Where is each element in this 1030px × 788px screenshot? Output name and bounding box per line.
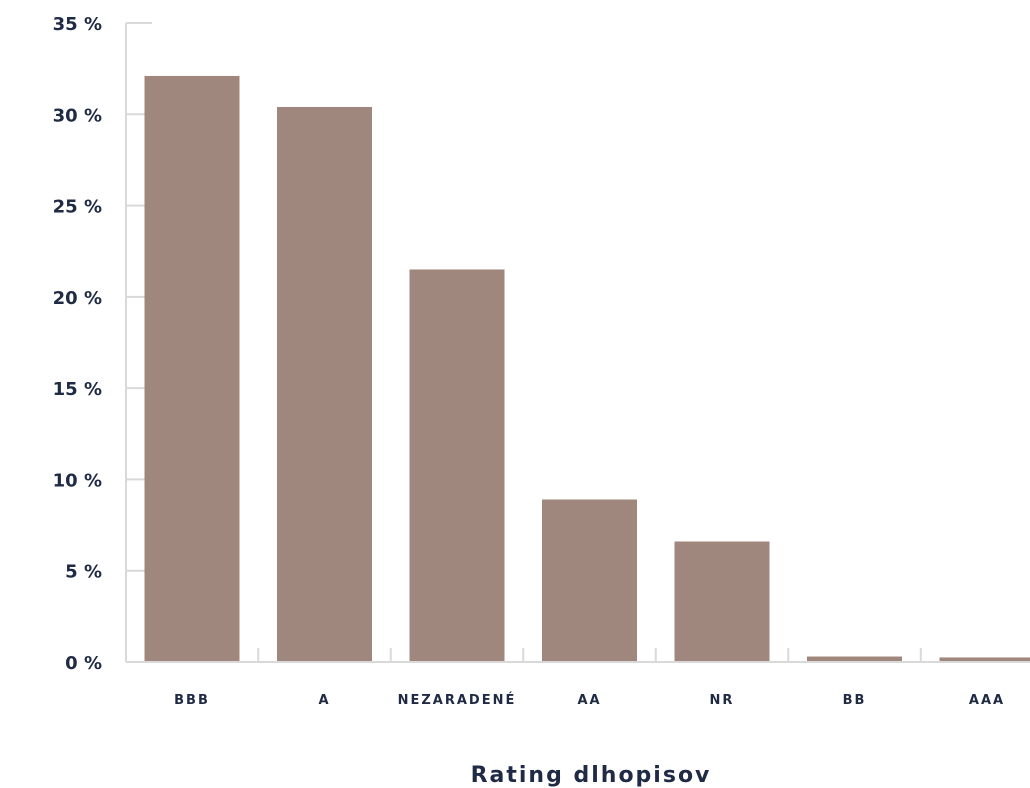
bar — [409, 269, 505, 662]
bar — [807, 656, 902, 662]
y-tick-label: 5 % — [65, 562, 102, 583]
x-tick-label: AAA — [969, 693, 1005, 708]
bar — [277, 106, 372, 663]
x-tick-label: NR — [710, 693, 735, 708]
y-tick-label: 20 % — [53, 288, 102, 309]
y-tick-label: 15 % — [53, 379, 102, 400]
y-axis: 0 % 5 % 10 % 15 % 20 % 25 % 30 % 35 % — [53, 14, 152, 674]
bar — [939, 657, 1030, 662]
y-tick-label: 0 % — [65, 653, 102, 674]
x-axis-title: Rating dlhopisov — [471, 763, 712, 788]
x-tick-label: BBB — [174, 693, 210, 708]
bars — [144, 75, 1030, 663]
y-tick-label: 25 % — [53, 197, 102, 218]
x-axis: BBB A NEZARADENÉ AA NR BB AAA — [126, 648, 1030, 708]
bar — [542, 499, 637, 662]
x-tick-label: BB — [843, 693, 867, 708]
y-tick-label: 35 % — [53, 14, 102, 35]
y-tick-label: 30 % — [53, 105, 102, 126]
x-tick-label: A — [318, 693, 330, 708]
bar — [674, 541, 770, 662]
x-tick-label: AA — [577, 693, 601, 708]
y-tick-label: 10 % — [53, 470, 102, 491]
x-tick-label: NEZARADENÉ — [398, 692, 517, 708]
bar — [144, 75, 240, 662]
